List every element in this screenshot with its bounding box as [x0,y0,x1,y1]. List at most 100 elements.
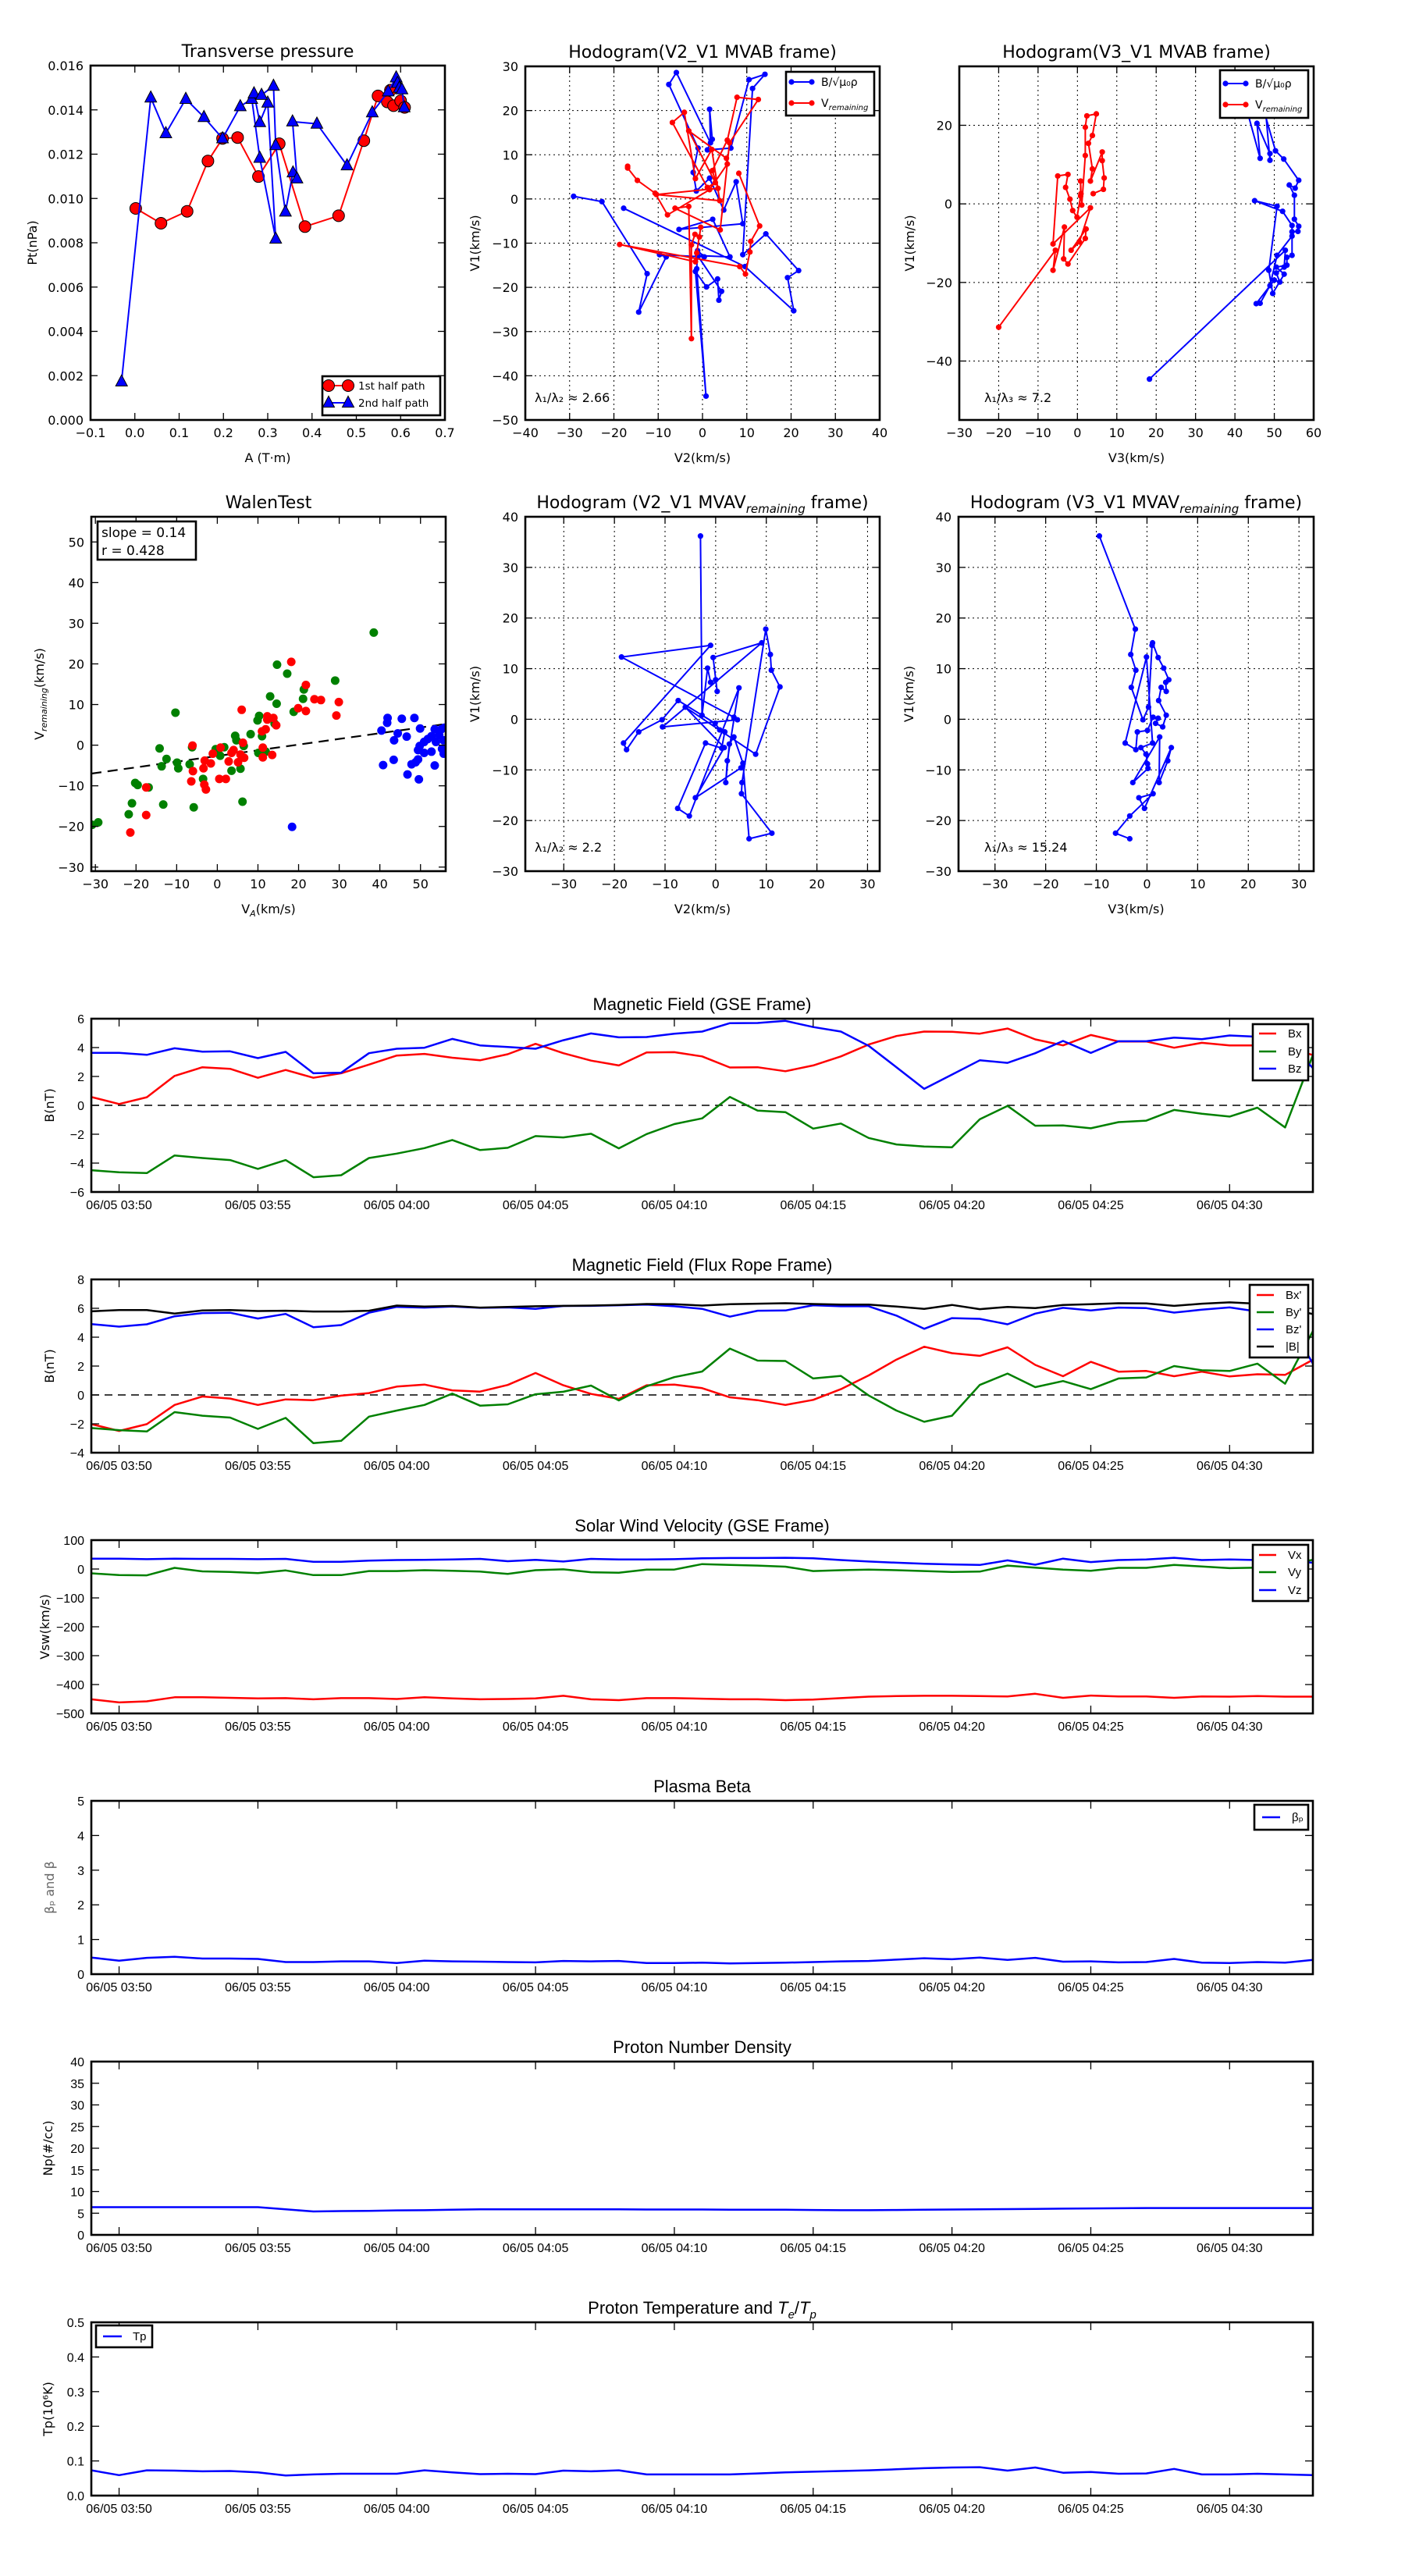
magnetic-field-gse-chart: 06/05 03:50 06/05 03:55 06/05 04:00 06/05 0… [42,994,1314,1212]
data-point [1289,252,1295,258]
x-tick-label: 10 [1190,877,1205,891]
label-part: V [241,902,250,916]
data-point [644,270,650,277]
data-point [737,263,743,270]
series-line [618,96,761,340]
y-tick-label: 10 [503,148,518,162]
data-point [430,761,439,770]
series-line [91,1019,1313,1091]
data-point [664,212,670,218]
x-tick-label: 06/05 04:05 [503,2503,569,2516]
y-tick-label: 20 [503,611,518,626]
data-point [393,729,403,738]
data-point [1273,264,1279,270]
legend-item-vy: Vy [1259,1566,1301,1579]
x-axis-label: A (T·m) [245,450,291,465]
y-tick-label: −2 [70,1129,84,1142]
series-item [91,1955,1313,1965]
y-tick-label: 0.008 [48,236,84,251]
data-point [702,740,709,746]
data-point [389,755,398,764]
x-tick-label: −40 [512,425,539,440]
label-part: frame) [1239,493,1302,513]
data-point [127,799,137,808]
legend-item-vremaining: Vremaining [788,98,868,112]
y-tick-label: −10 [925,763,951,777]
x-tick-label: −0.1 [76,425,106,440]
x-tick-label: 50 [413,877,429,891]
data-point [617,241,623,247]
y-tick-label: 40 [936,510,951,525]
data-point [1277,279,1283,285]
plot-frame [957,515,1315,873]
data-point [707,679,713,685]
plot-background [959,517,1314,871]
y-tick-label: 5 [77,1795,84,1809]
y-tick-label: 0 [510,192,518,207]
x-tick-label: 06/05 04:10 [642,2503,708,2516]
data-point [357,134,371,148]
series-line [91,1055,1313,1179]
x-tick-label: 06/05 03:55 [225,2242,291,2255]
legend-item-b: B/√μ₀ρ [788,76,858,89]
label-part: / [795,2298,800,2318]
legend: Bx' By' Bz' |B| [1248,1283,1310,1359]
y-tick-label: −400 [56,1679,84,1692]
x-tick-label: 06/05 04:20 [919,1460,985,1473]
data-point [1112,830,1119,836]
data-point [692,176,699,182]
data-point [188,741,197,750]
y-tick-label: 6 [77,1303,84,1316]
data-point [706,106,713,112]
x-tick-label: 06/05 04:20 [919,2503,985,2516]
data-point-triangle [197,109,211,123]
annotation: λ₁/λ₃ ≈ 15.24 [984,840,1068,855]
y-tick-label: −20 [925,813,951,828]
data-point [1279,208,1286,215]
y-tick-label: 20 [936,611,951,626]
plot-area [91,628,446,838]
x-axis-label: V3(km/s) [1108,902,1164,916]
data-point [738,791,745,797]
y-tick-label: −100 [56,1592,84,1606]
y-tick-label: −300 [56,1650,84,1663]
x-tick-label: 0 [213,877,221,891]
legend-label: Vremaining [1255,99,1302,114]
y-tick-label: 0.2 [67,2421,84,2434]
data-point [674,805,681,812]
data-point [1158,684,1165,691]
data-point [696,233,702,240]
y-tick-label: 20 [69,656,84,671]
data-point [755,96,762,103]
y-axis-label: Pt(nPa) [25,220,40,265]
legend: B/√μ₀ρ Vremaining [784,70,876,117]
x-tick-label: 06/05 04:25 [1058,1199,1124,1212]
data-point [635,309,642,315]
data-point [748,238,754,244]
data-point [206,759,215,768]
data-point [1253,301,1259,307]
y-axis-label: V1(km/s) [468,215,482,271]
legend-label: Bz' [1286,1323,1302,1336]
data-point [1157,734,1163,740]
x-tick-label: 06/05 04:05 [503,1720,569,1734]
data-point [653,191,660,197]
x-tick-label: 30 [827,425,843,440]
plot-background [91,66,445,420]
y-tick-label: 10 [69,698,84,713]
label-part: V [32,731,47,740]
data-point [261,724,270,734]
data-point [189,802,198,812]
data-point [1083,226,1090,232]
x-tick-label: 06/05 04:00 [364,1720,430,1734]
data-point [1134,729,1140,735]
x-tick-label: −30 [946,425,973,440]
label-part: V [1255,99,1263,112]
data-point [268,750,277,760]
chart-title: Transverse pressure [181,42,354,62]
data-point [1087,178,1094,184]
y-tick-label: 25 [70,2121,84,2134]
plot-frame [524,515,881,873]
data-point [1282,247,1289,254]
data-point [692,269,699,275]
